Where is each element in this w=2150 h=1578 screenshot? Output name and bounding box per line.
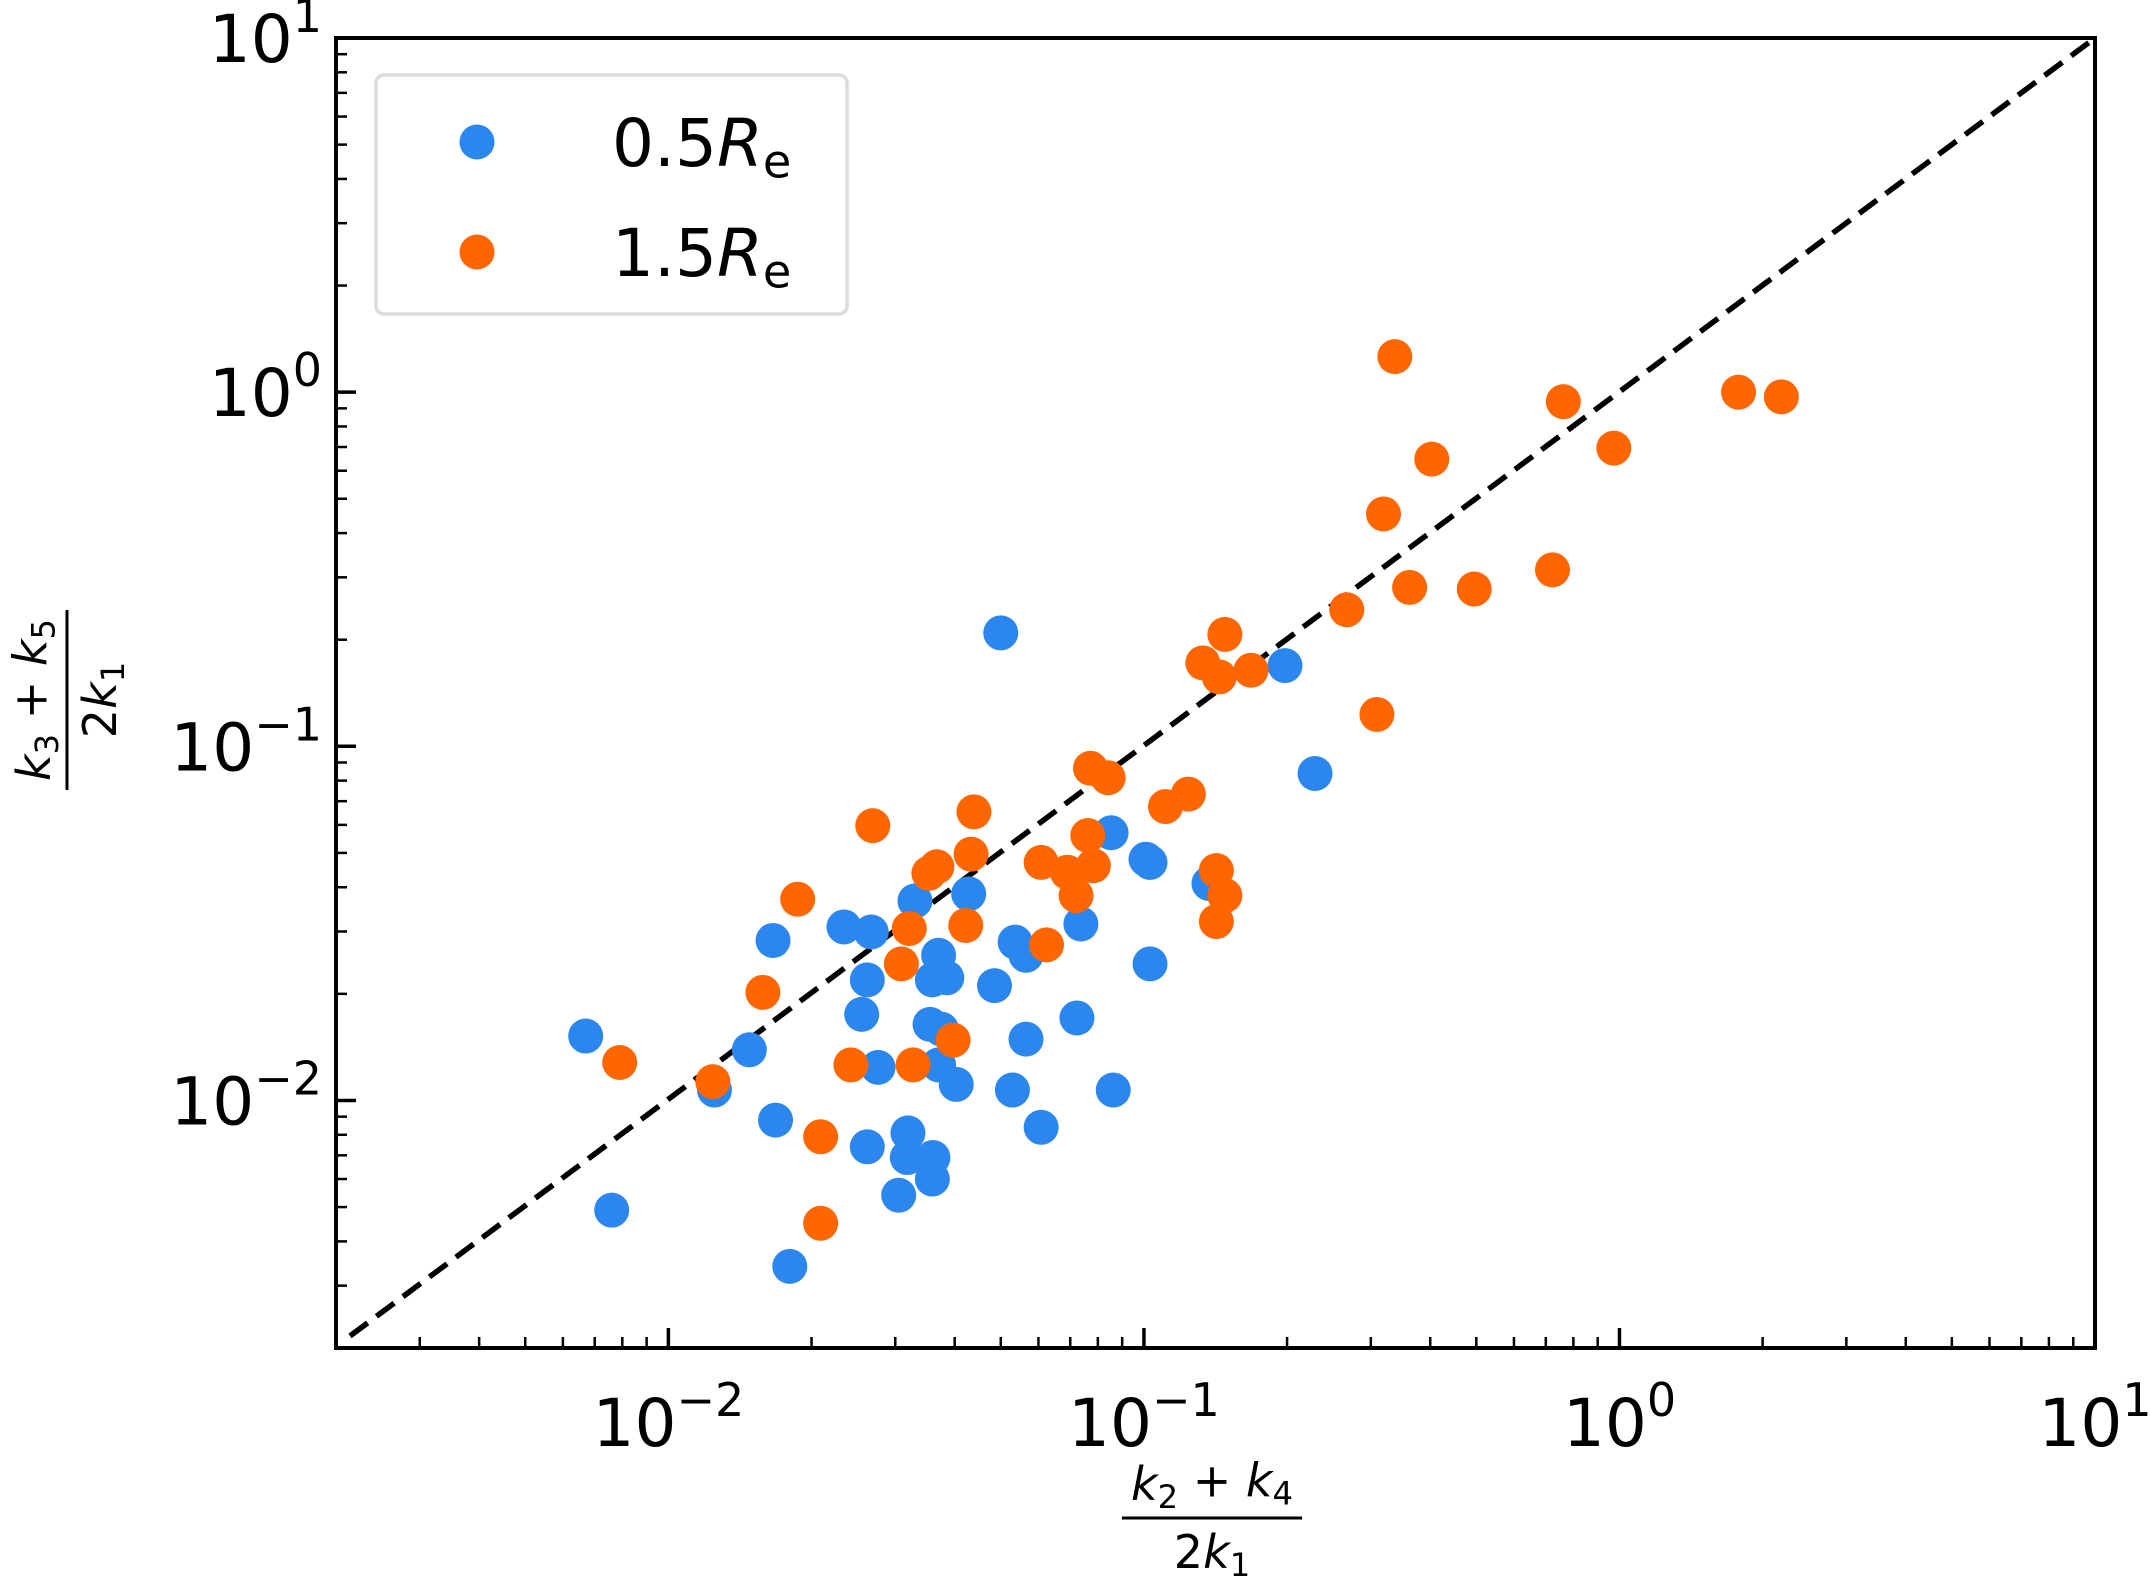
data-point [891, 910, 927, 946]
data-point [1392, 569, 1428, 605]
data-point [1377, 339, 1413, 375]
data-point [948, 907, 984, 943]
data-point [855, 808, 891, 844]
y-tick-label: 10−1 [170, 697, 322, 786]
data-point [938, 1066, 974, 1102]
legend-marker [459, 234, 495, 270]
data-point [935, 1022, 971, 1058]
data-point [1365, 496, 1401, 532]
x-axis-label-numerator: k2​ + k4​ [1131, 1454, 1293, 1517]
data-point [1023, 1109, 1059, 1145]
data-point [1267, 648, 1303, 684]
data-point [1763, 379, 1799, 415]
data-point [1170, 776, 1206, 812]
data-point [881, 1177, 917, 1213]
data-point [915, 1140, 951, 1176]
y-axis-label-numerator: k3​ + k5​ [4, 619, 67, 781]
data-point [803, 1205, 839, 1241]
data-point [919, 849, 955, 885]
x-tick-label: 100 [1563, 1373, 1676, 1462]
y-axis-label-denominator: 2k1​ [73, 662, 132, 738]
data-point [849, 962, 885, 998]
data-point [929, 960, 965, 996]
data-points [568, 339, 1799, 1284]
series-1 [602, 339, 1799, 1241]
data-point [1059, 1000, 1095, 1036]
legend-label: 0.5Re​ [612, 105, 791, 189]
y-tick-label: 10−2 [170, 1051, 322, 1140]
data-point [826, 909, 862, 945]
data-point [1132, 946, 1168, 982]
data-point [1721, 374, 1757, 410]
data-point [1329, 592, 1365, 628]
axes-frame [334, 36, 2097, 1350]
data-point [1596, 430, 1632, 466]
data-point [890, 1115, 926, 1151]
legend-label: 1.5Re​ [612, 215, 791, 299]
data-point [1063, 906, 1099, 942]
data-point [1414, 441, 1450, 477]
data-point [695, 1064, 731, 1100]
data-point [844, 996, 880, 1032]
data-point [833, 1047, 869, 1083]
data-point [1095, 1072, 1131, 1108]
data-point [1545, 384, 1581, 420]
x-axis-label-denominator: 2k1​ [1174, 1525, 1250, 1578]
y-tick-label: 100 [209, 343, 322, 432]
data-point [755, 922, 791, 958]
series-0 [568, 615, 1333, 1284]
data-point [1207, 616, 1243, 652]
data-point [780, 881, 816, 917]
data-point [568, 1018, 604, 1054]
data-point [860, 1049, 896, 1085]
data-point [1359, 696, 1395, 732]
data-point [1297, 755, 1333, 791]
data-point [1207, 878, 1243, 914]
data-point [803, 1119, 839, 1155]
data-point [758, 1102, 794, 1138]
data-point [731, 1032, 767, 1068]
data-point [983, 615, 1019, 651]
data-point [889, 1140, 925, 1176]
legend-marker [459, 124, 495, 160]
data-point [994, 1072, 1030, 1108]
x-tick-label: 101 [2038, 1373, 2150, 1462]
data-point [772, 1248, 808, 1284]
data-point [849, 1129, 885, 1165]
data-point [883, 946, 919, 982]
axis-labels: k2​ + k4​2k1​k3​ + k5​2k1​ [4, 610, 1302, 1578]
data-point [602, 1044, 638, 1080]
data-point [956, 794, 992, 830]
data-point [953, 836, 989, 872]
data-point [1534, 552, 1570, 588]
legend: 0.5Re​ 1.5Re​ [374, 73, 849, 316]
data-point [976, 968, 1012, 1004]
data-point [1029, 927, 1065, 963]
data-point [1201, 659, 1237, 695]
x-tick-label: 10−2 [592, 1373, 744, 1462]
data-point [1090, 760, 1126, 796]
data-point [853, 914, 889, 950]
data-point [1456, 571, 1492, 607]
data-point [1008, 1021, 1044, 1057]
data-point [1233, 652, 1269, 688]
data-point [1070, 817, 1106, 853]
data-point [1058, 878, 1094, 914]
y-tick-label: 101 [209, 0, 322, 78]
y-axis-label: k3​ + k5​2k1​ [4, 610, 132, 790]
x-tick-label: 10−1 [1068, 1373, 1220, 1462]
data-point [895, 1047, 931, 1083]
data-point [1132, 844, 1168, 880]
data-point [897, 883, 933, 919]
data-point [951, 876, 987, 912]
data-point [594, 1192, 630, 1228]
data-point [745, 974, 781, 1010]
axes: 10−2 10−1 100 101 10−2 10−1 100 101 [170, 0, 2150, 1462]
data-point [1075, 848, 1111, 884]
